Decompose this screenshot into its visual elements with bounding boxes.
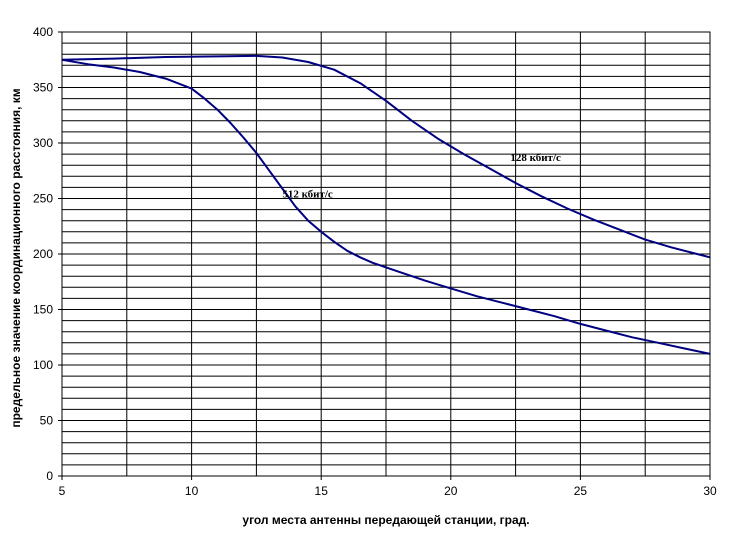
x-tick-label: 15 bbox=[315, 484, 329, 498]
x-tick-label: 10 bbox=[185, 484, 199, 498]
y-tick-label: 100 bbox=[33, 358, 53, 372]
grid bbox=[61, 31, 711, 476]
y-tick-label: 400 bbox=[33, 25, 53, 39]
series-lines bbox=[61, 54, 711, 355]
y-tick-label: 300 bbox=[33, 136, 53, 150]
x-tick-label: 5 bbox=[59, 484, 66, 498]
x-tick-label: 25 bbox=[574, 484, 588, 498]
series-label-1: 128 кбит/с bbox=[510, 152, 561, 164]
y-tick-label: 350 bbox=[33, 81, 53, 95]
y-tick-label: 0 bbox=[46, 469, 53, 483]
y-tick-label: 150 bbox=[33, 303, 53, 317]
series-label-2: 512 кбит/с bbox=[282, 188, 333, 200]
y-tick-label: 50 bbox=[40, 414, 54, 428]
series-line-1 bbox=[61, 54, 711, 259]
y-tick-label: 250 bbox=[33, 192, 53, 206]
x-tick-label: 20 bbox=[444, 484, 458, 498]
series-labels: 128 кбит/с 512 кбит/с bbox=[282, 152, 561, 201]
y-axis-title: предельное значение координационного рас… bbox=[9, 88, 23, 427]
series-line-2 bbox=[61, 58, 711, 355]
x-tick-label: 30 bbox=[703, 484, 717, 498]
y-tick-label: 200 bbox=[33, 247, 53, 261]
x-axis-title: угол места антенны передающей станции, г… bbox=[242, 513, 529, 527]
